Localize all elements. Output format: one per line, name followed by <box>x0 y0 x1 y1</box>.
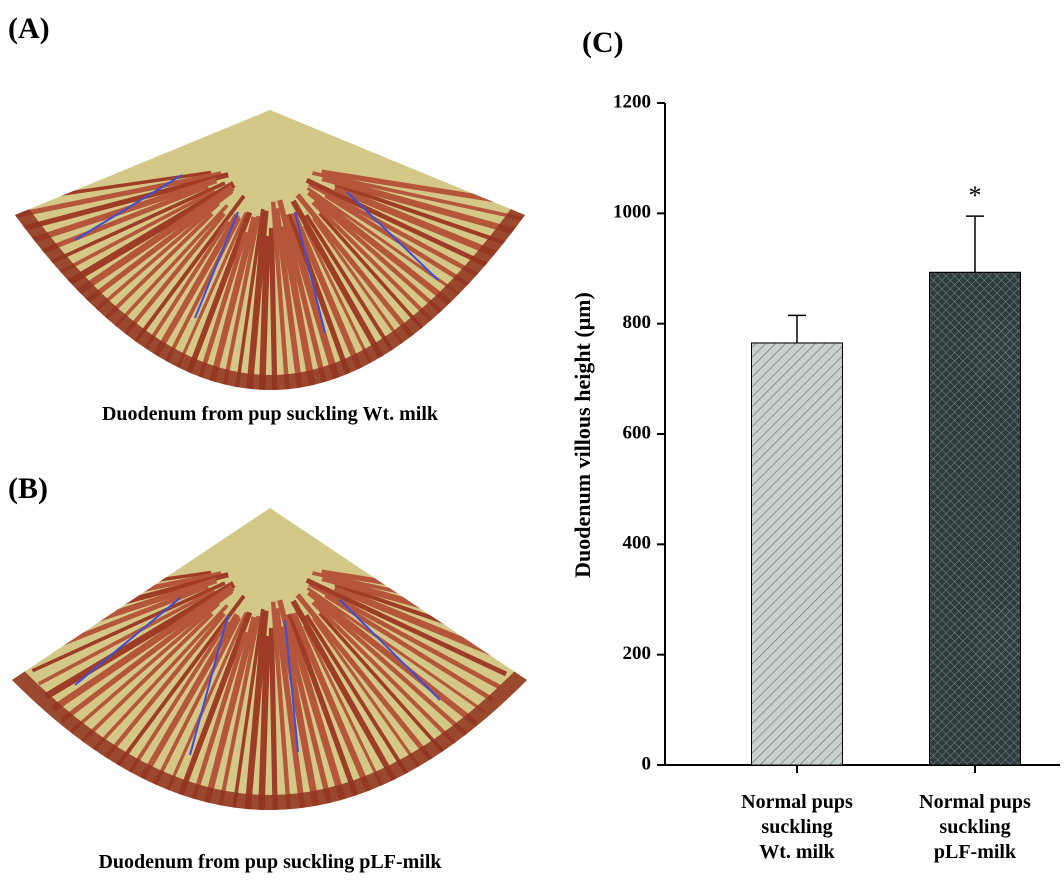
panel-label: (B) <box>8 472 48 505</box>
page: {"panels": [ {"label": "(A)", "caption":… <box>0 0 1064 880</box>
x-tick-label: Normal pups <box>741 791 853 813</box>
x-tick-label: Wt. milk <box>759 841 835 863</box>
micrograph <box>12 508 527 825</box>
y-tick-label: 1000 <box>613 202 651 223</box>
panel-label: (C) <box>582 26 624 59</box>
x-tick-label: Normal pups <box>919 791 1031 813</box>
micrograph <box>13 110 527 425</box>
panel-label: (A) <box>8 12 50 45</box>
figure: (A) Duodenum from pup suckling Wt. milk … <box>0 0 1064 880</box>
caption: Duodenum from pup suckling pLF-milk <box>98 851 442 873</box>
y-tick-label: 800 <box>623 312 652 333</box>
y-tick-label: 0 <box>642 753 652 774</box>
x-tick-label: suckling <box>939 816 1010 838</box>
bar-hatch <box>752 343 843 765</box>
y-tick-label: 400 <box>623 533 652 554</box>
bar-hatch <box>930 272 1021 765</box>
significance-mark: * <box>969 181 982 210</box>
caption: Duodenum from pup suckling Wt. milk <box>102 403 439 425</box>
y-tick-label: 200 <box>623 643 652 664</box>
y-tick-label: 1200 <box>613 91 651 112</box>
y-tick-label: 600 <box>623 422 652 443</box>
x-tick-label: pLF-milk <box>934 841 1017 863</box>
x-tick-label: suckling <box>761 816 832 838</box>
y-axis-title: Duodenum villous height (μm) <box>570 292 595 578</box>
